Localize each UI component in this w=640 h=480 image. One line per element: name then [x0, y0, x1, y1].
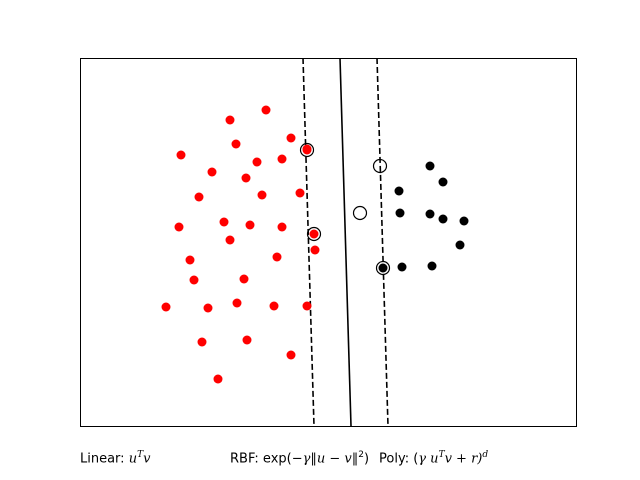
decision-boundary	[339, 57, 352, 427]
red-point	[257, 190, 267, 200]
support-vector-ring	[375, 260, 391, 276]
caption-linear-label: Linear:	[80, 451, 129, 467]
red-point	[252, 157, 262, 167]
margin-line	[376, 57, 389, 427]
support-vector-ring	[372, 158, 388, 174]
black-point	[425, 209, 435, 219]
red-point	[302, 145, 312, 155]
caption-poly: Poly: (γ uTv + r)d	[379, 450, 488, 466]
black-point	[394, 186, 404, 196]
black-point	[427, 261, 437, 271]
caption-rbf-expr: γ‖u − v‖	[302, 451, 359, 467]
red-point	[309, 229, 319, 239]
black-point	[455, 240, 465, 250]
support-vector-ring	[299, 142, 315, 158]
black-point	[397, 262, 407, 272]
red-point	[176, 150, 186, 160]
support-vector-rings	[299, 142, 391, 276]
red-point	[295, 188, 305, 198]
black-point	[425, 161, 435, 171]
caption-rbf-tail: )	[364, 451, 370, 467]
red-point	[194, 192, 204, 202]
black-point	[438, 177, 448, 187]
caption-linear-expr: u	[128, 451, 138, 467]
red-point	[269, 301, 279, 311]
red-point	[302, 301, 312, 311]
red-point	[232, 298, 242, 308]
red-point	[189, 275, 199, 285]
axes-frame	[80, 58, 577, 427]
margin-line	[302, 57, 315, 427]
red-point	[203, 303, 213, 313]
red-point	[161, 302, 171, 312]
red-point	[219, 217, 229, 227]
caption-rbf-label: RBF: exp(−	[230, 451, 303, 467]
caption-poly-sup2: d	[482, 450, 489, 460]
black-point	[378, 263, 388, 273]
caption-poly-sup: T	[438, 450, 445, 460]
data-points	[161, 105, 469, 384]
red-point	[174, 222, 184, 232]
red-point	[239, 274, 249, 284]
caption-rbf: RBF: exp(−γ‖u − v‖2)	[230, 450, 369, 466]
red-point	[277, 154, 287, 164]
red-point	[213, 374, 223, 384]
red-point	[277, 222, 287, 232]
red-point	[241, 173, 251, 183]
caption-poly-expr: γ u	[418, 451, 439, 467]
caption-linear: Linear: uTv	[80, 450, 150, 466]
red-point	[286, 133, 296, 143]
red-point	[225, 235, 235, 245]
black-point	[459, 216, 469, 226]
caption-poly-label: Poly: (	[379, 451, 419, 467]
red-point	[242, 335, 252, 345]
caption-poly-mid: v + r)	[444, 451, 483, 467]
support-vector-ring	[352, 205, 368, 221]
support-vector-ring	[306, 226, 322, 242]
caption-rbf-sup: 2	[358, 450, 365, 460]
red-point	[197, 337, 207, 347]
caption-linear-tail: v	[143, 451, 151, 467]
red-point	[286, 350, 296, 360]
red-point	[272, 252, 282, 262]
red-point	[261, 105, 271, 115]
red-point	[185, 255, 195, 265]
caption-linear-sup: T	[137, 450, 144, 460]
boundary-lines	[302, 57, 389, 427]
red-point	[225, 115, 235, 125]
red-point	[207, 167, 217, 177]
red-point	[310, 245, 320, 255]
red-point	[245, 220, 255, 230]
red-point	[231, 139, 241, 149]
black-point	[438, 214, 448, 224]
black-point	[395, 208, 405, 218]
